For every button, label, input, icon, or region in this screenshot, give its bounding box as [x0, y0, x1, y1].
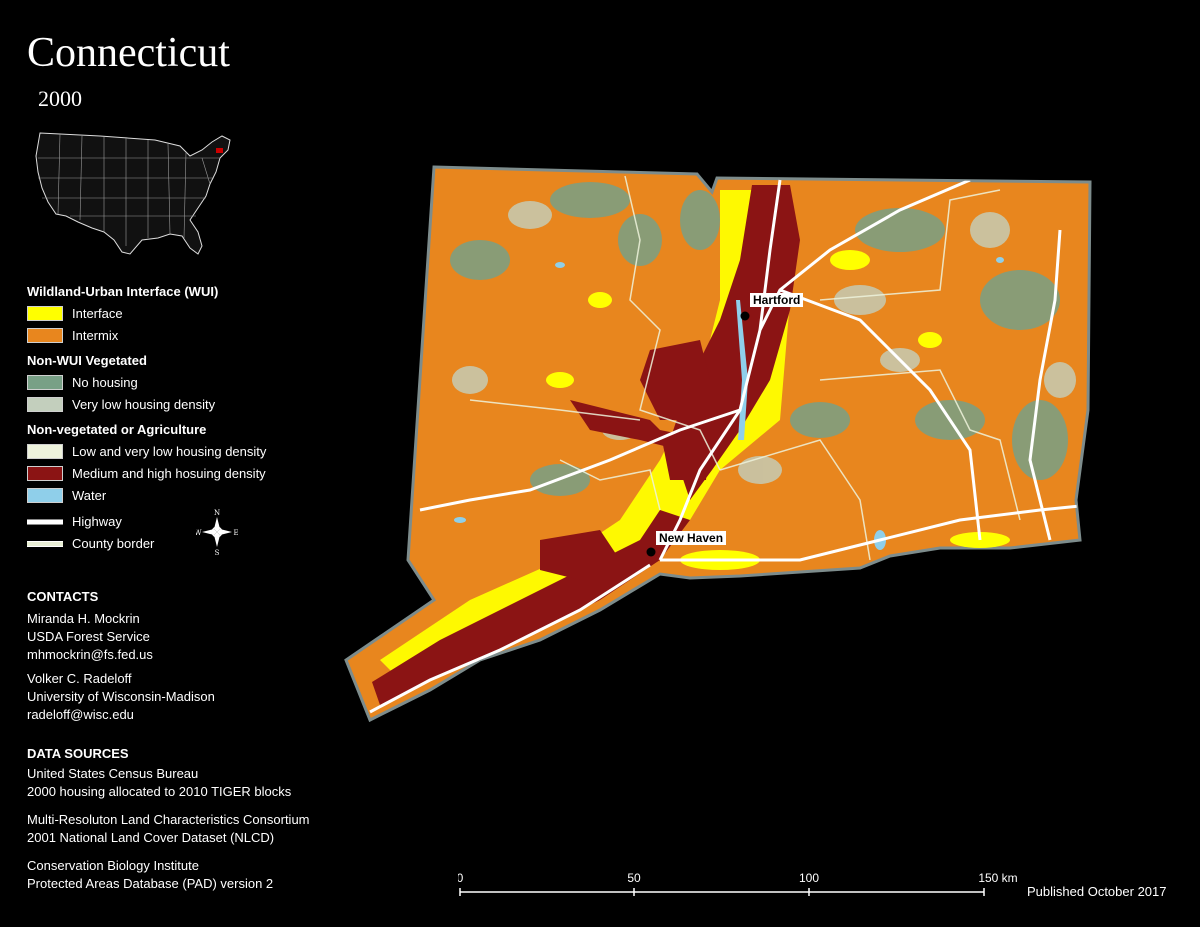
contact-name: Volker C. Radeloff — [27, 671, 132, 686]
water-areas — [454, 257, 1004, 550]
legend-label-water: Water — [72, 487, 107, 503]
no-housing-areas — [450, 182, 1068, 496]
swatch-low-density — [27, 443, 63, 459]
county-borders — [469, 175, 1021, 561]
legend-item-no-housing: No housing — [27, 372, 327, 392]
city-label-new-haven: New Haven — [656, 531, 727, 545]
us-inset-map — [35, 132, 231, 255]
legend-nonveg-heading: Non-vegetated or Agriculture — [27, 422, 207, 437]
legend-item-interface: Interface — [27, 303, 327, 323]
legend-item-very-low-density: Very low housing density — [27, 394, 327, 414]
data-sources-section: DATA SOURCES United States Census Bureau… — [27, 746, 347, 893]
published-date: Published October 2017 — [1027, 884, 1167, 899]
city-label-hartford: Hartford — [750, 293, 804, 307]
legend-label-intermix: Intermix — [72, 327, 119, 343]
source-line: United States Census Bureau — [27, 766, 199, 781]
source-2: Multi-Resoluton Land Characteristics Con… — [27, 811, 347, 847]
new-haven-point — [646, 547, 656, 557]
swatch-no-housing — [27, 374, 63, 390]
source-3: Conservation Biology Institute Protected… — [27, 857, 347, 893]
legend: Wildland-Urban Interface (WUI) Interface… — [27, 284, 327, 553]
contact-name: Miranda H. Mockrin — [27, 611, 140, 626]
scale-tick-100: 100 — [799, 871, 819, 885]
hartford-point — [740, 311, 750, 321]
legend-label-county-border: County border — [72, 535, 155, 551]
legend-label-no-housing: No housing — [72, 374, 138, 390]
us-state-lines — [38, 133, 220, 246]
legend-wui-heading: Wildland-Urban Interface (WUI) — [27, 284, 219, 299]
swatch-water — [27, 487, 63, 503]
legend-label-highway: Highway — [72, 513, 122, 529]
highway-line-icon — [27, 514, 63, 529]
source-1: United States Census Bureau 2000 housing… — [27, 765, 347, 801]
contact-1: Miranda H. Mockrin USDA Forest Service m… — [27, 610, 327, 664]
swatch-high-density — [27, 465, 63, 481]
legend-item-highway: Highway — [27, 511, 327, 531]
contact-2: Volker C. Radeloff University of Wiscons… — [27, 670, 327, 724]
scale-bar: 0 50 100 150 km — [458, 871, 1018, 896]
legend-item-water: Water — [27, 485, 327, 505]
source-line: Protected Areas Database (PAD) version 2 — [27, 876, 274, 891]
us-outline — [35, 132, 231, 255]
scale-tick-0: 0 — [458, 871, 464, 885]
legend-label-interface: Interface — [72, 305, 123, 321]
compass-w: W — [196, 529, 202, 537]
scale-tick-150: 150 km — [978, 871, 1017, 885]
scale-tick-50: 50 — [627, 871, 641, 885]
legend-nonwui-heading: Non-WUI Vegetated — [27, 353, 147, 368]
compass-e: E — [233, 529, 238, 537]
swatch-interface — [27, 305, 63, 321]
connecticut-wui-map: Hartford New Haven — [344, 165, 1092, 723]
contacts-section: CONTACTS Miranda H. Mockrin USDA Forest … — [27, 589, 327, 724]
compass-rose-icon: N S E W — [196, 509, 238, 556]
source-line: Conservation Biology Institute — [27, 858, 199, 873]
source-line: 2001 National Land Cover Dataset (NLCD) — [27, 830, 275, 845]
legend-label-very-low-density: Very low housing density — [72, 396, 216, 412]
compass-n: N — [214, 509, 220, 517]
map-title: Connecticut — [27, 30, 230, 76]
source-line: 2000 housing allocated to 2010 TIGER blo… — [27, 784, 292, 799]
swatch-very-low-density — [27, 396, 63, 412]
contact-email: radeloff@wisc.edu — [27, 707, 134, 722]
legend-item-high-density: Medium and high hosuing density — [27, 463, 327, 483]
contact-org: USDA Forest Service — [27, 629, 150, 644]
contact-email: mhmockrin@fs.fed.us — [27, 647, 153, 662]
map-year: 2000 — [38, 86, 82, 111]
source-line: Multi-Resoluton Land Characteristics Con… — [27, 812, 310, 827]
legend-label-high-density: Medium and high hosuing density — [72, 465, 266, 481]
connecticut-highlight — [216, 148, 223, 153]
swatch-intermix — [27, 327, 63, 343]
legend-item-county-border: County border — [27, 533, 327, 553]
contact-org: University of Wisconsin-Madison — [27, 689, 215, 704]
data-sources-heading: DATA SOURCES — [27, 746, 129, 761]
county-border-line-icon — [27, 536, 63, 551]
legend-item-low-density: Low and very low housing density — [27, 441, 327, 461]
contacts-heading: CONTACTS — [27, 589, 99, 604]
compass-s: S — [215, 549, 220, 556]
legend-item-intermix: Intermix — [27, 325, 327, 345]
legend-label-low-density: Low and very low housing density — [72, 443, 267, 459]
